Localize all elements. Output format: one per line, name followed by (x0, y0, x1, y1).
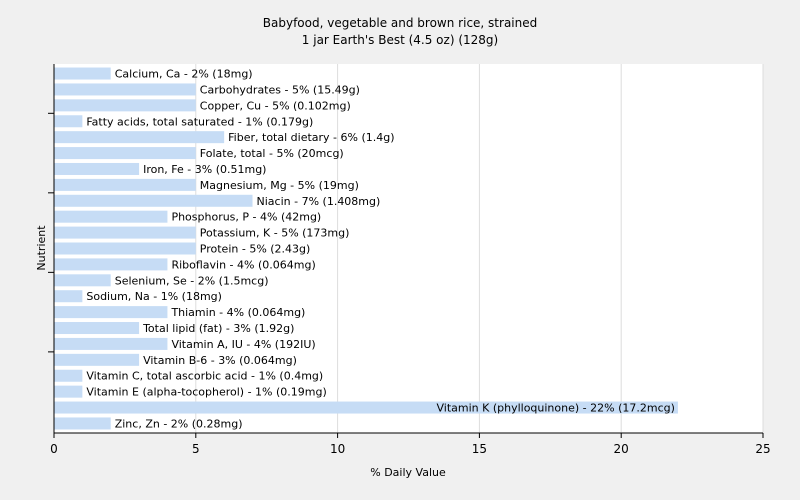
bar-label: Carbohydrates - 5% (15.49g) (200, 83, 360, 96)
bar (54, 99, 196, 112)
bar (54, 337, 168, 350)
bar (54, 306, 168, 319)
bar (54, 242, 196, 255)
bar (54, 369, 83, 382)
bar-label: Sodium, Na - 1% (18mg) (86, 290, 222, 303)
bar-label: Iron, Fe - 3% (0.51mg) (143, 163, 266, 176)
bar (54, 67, 111, 80)
x-axis-label: % Daily Value (370, 466, 446, 479)
x-tick-label: 15 (472, 442, 487, 456)
bar-label: Potassium, K - 5% (173mg) (200, 227, 350, 240)
bar (54, 274, 111, 287)
bar-label: Vitamin E (alpha-tocopherol) - 1% (0.19m… (86, 386, 326, 399)
bar (54, 83, 196, 96)
bar (54, 322, 140, 335)
bar-label: Total lipid (fat) - 3% (1.92g) (142, 322, 294, 335)
bar (54, 178, 196, 191)
bar-label: Niacin - 7% (1.408mg) (257, 195, 381, 208)
bar-label: Zinc, Zn - 2% (0.28mg) (115, 417, 243, 430)
x-tick-label: 20 (614, 442, 629, 456)
bar-label: Riboflavin - 4% (0.064mg) (171, 258, 315, 271)
bar (54, 147, 196, 160)
bar (54, 417, 111, 430)
bar (54, 401, 678, 414)
bar-label: Vitamin K (phylloquinone) - 22% (17.2mcg… (436, 402, 674, 415)
bar-label: Fiber, total dietary - 6% (1.4g) (228, 131, 394, 144)
bar-label: Magnesium, Mg - 5% (19mg) (200, 179, 359, 192)
bar (54, 226, 196, 239)
x-tick-label: 25 (755, 442, 770, 456)
bar (54, 194, 253, 207)
bar (54, 210, 168, 223)
chart-title: Babyfood, vegetable and brown rice, stra… (263, 16, 537, 30)
bar-label: Thiamin - 4% (0.064mg) (170, 306, 305, 319)
bar-label: Calcium, Ca - 2% (18mg) (115, 68, 253, 81)
bar-label: Copper, Cu - 5% (0.102mg) (200, 99, 351, 112)
bar-label: Vitamin A, IU - 4% (192IU) (171, 338, 315, 351)
y-axis-label: Nutrient (35, 225, 48, 271)
bar (54, 385, 83, 398)
bar-label: Fatty acids, total saturated - 1% (0.179… (86, 115, 313, 128)
bar (54, 131, 225, 144)
bar (54, 162, 140, 175)
bar (54, 290, 83, 303)
bar (54, 353, 140, 366)
bar (54, 115, 83, 128)
x-tick-label: 10 (330, 442, 345, 456)
bar-label: Selenium, Se - 2% (1.5mcg) (115, 274, 269, 287)
bar (54, 258, 168, 271)
chart-subtitle: 1 jar Earth's Best (4.5 oz) (128g) (302, 33, 498, 47)
bar-label: Phosphorus, P - 4% (42mg) (171, 211, 321, 224)
bar-label: Vitamin C, total ascorbic acid - 1% (0.4… (86, 370, 323, 383)
bar-label: Folate, total - 5% (20mcg) (200, 147, 344, 160)
bar-label: Vitamin B-6 - 3% (0.064mg) (143, 354, 297, 367)
x-tick-label: 0 (50, 442, 58, 456)
bar-label: Protein - 5% (2.43g) (200, 243, 311, 256)
x-tick-label: 5 (192, 442, 200, 456)
